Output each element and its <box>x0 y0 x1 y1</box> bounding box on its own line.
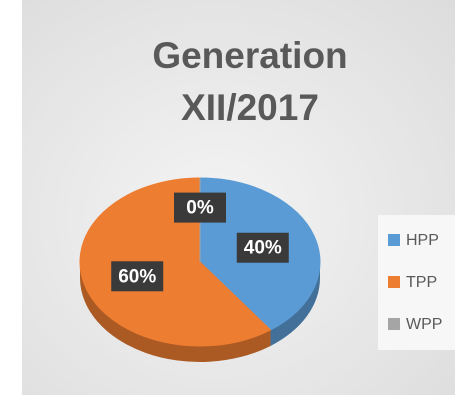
data-label-box <box>236 232 289 263</box>
legend-label: TPP <box>406 274 437 291</box>
data-label-box <box>174 192 226 223</box>
data-label-box <box>111 261 164 292</box>
slice-side <box>80 262 271 362</box>
chart-title: Generation XII/2017 <box>152 35 348 128</box>
data-label: 60% <box>118 266 156 287</box>
slice-side <box>270 262 320 346</box>
legend-swatch <box>388 234 400 246</box>
legend-label: HPP <box>406 232 439 249</box>
legend-swatch <box>388 276 400 288</box>
slice <box>79 177 272 347</box>
data-label: 0% <box>186 198 214 219</box>
legend-label: WPP <box>406 316 442 333</box>
legend-swatch <box>388 318 400 330</box>
data-label: 40% <box>244 238 282 259</box>
